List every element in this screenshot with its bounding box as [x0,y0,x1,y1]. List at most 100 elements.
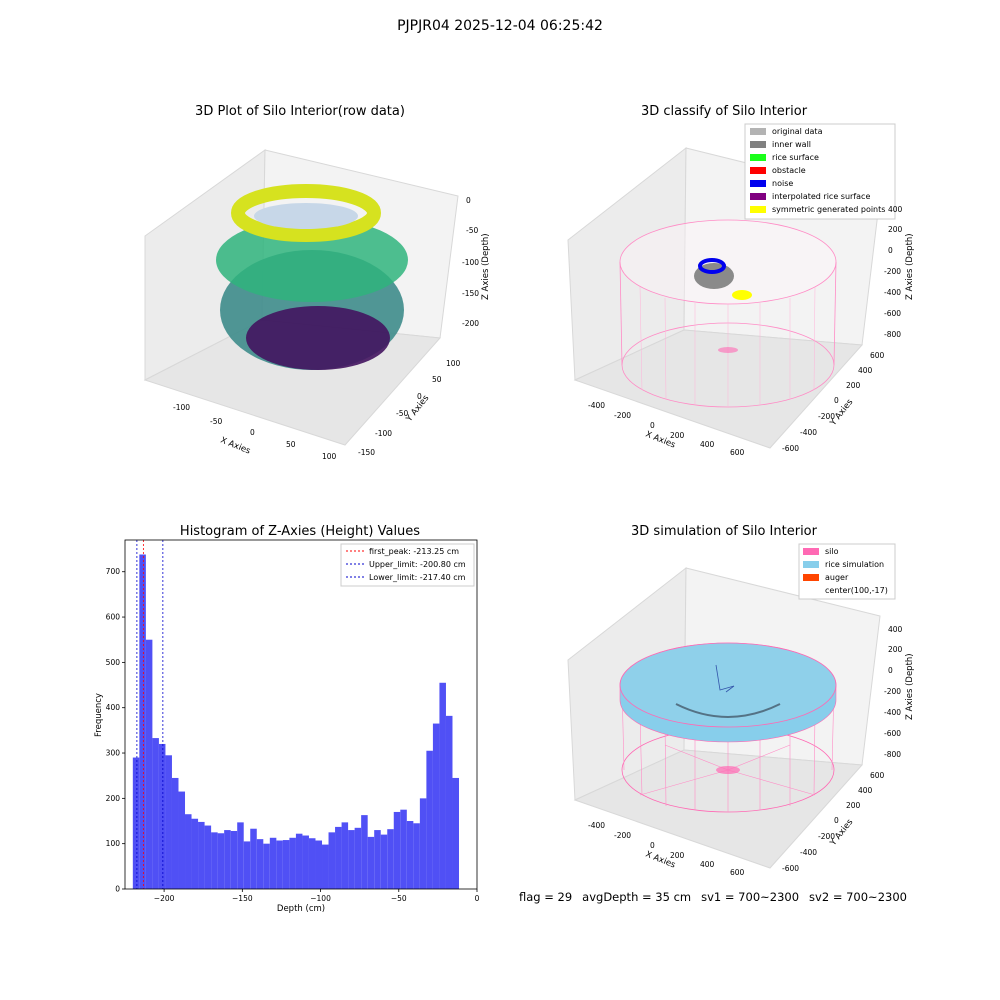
histogram-bar [145,639,153,889]
simulation-ztick: 400 [888,625,903,634]
legend-swatch [750,141,766,148]
simulation-ytick: -600 [782,864,799,873]
classify-silo-grid [639,286,816,407]
histogram-bar [198,821,205,889]
classify-zlabel: Z Axies (Depth) [905,233,915,300]
histogram-bar [322,844,329,889]
classify-ytick: 400 [858,366,873,375]
sv2-readout: sv2 = 700~2300 [809,890,907,904]
raw-ztick: -100 [462,258,479,267]
histogram-bar [256,839,264,889]
raw-ztick: 0 [466,196,471,205]
legend-swatch [803,574,819,581]
legend-label: silo [825,547,839,556]
legend-label: noise [772,179,793,188]
raw-xtick: -50 [210,417,222,426]
raw-xtick: -100 [173,403,190,412]
legend-label: rice simulation [825,560,884,569]
histogram-bar [354,827,362,889]
legend-label: center(100,-17) [825,586,888,595]
status-footer: flag = 29 avgDepth = 35 cm sv1 = 700~2300 s… [519,890,917,904]
classify-ztick: -200 [884,267,901,276]
histogram-bar [282,840,290,889]
histogram-bars [132,554,460,889]
raw-cloud-top-ring [231,184,381,242]
simulation-silo-center [716,766,740,774]
histogram-bar [217,833,225,889]
histogram-bar [432,723,440,889]
histogram-bar [361,815,368,889]
legend-swatch [750,128,766,135]
figure-title: PJPJR04 2025-12-04 06:25:42 [397,18,603,34]
histogram-bar [380,834,388,889]
raw-ytick: -100 [375,429,392,438]
legend-label: obstacle [772,166,806,175]
simulation-ztick: 200 [888,645,903,654]
histogram-bar [393,811,401,889]
raw-ztick: -200 [462,319,479,328]
simulation-xtick: 0 [650,841,655,850]
histogram-bar [348,830,355,889]
raw-cloud-mid [216,218,408,302]
raw-ytick: 100 [446,359,461,368]
legend-swatch [750,154,766,161]
classify-silo-edge [833,261,837,366]
histogram-bar [152,738,159,889]
classify-xtick: 600 [730,448,745,457]
raw-ytick: -50 [396,409,408,418]
classify-silo-edge [619,261,623,366]
avg-depth-readout: avgDepth = 35 cm [582,890,692,904]
classify-ztick: -400 [884,288,901,297]
histogram-bar [243,841,251,889]
classify-ytick: -600 [782,444,799,453]
classify-ytick: 0 [834,396,839,405]
histogram-bar [302,835,309,889]
classify-ytick: 200 [846,381,861,390]
histogram-bar [445,715,453,889]
legend-swatch [750,206,766,213]
histogram-bar [341,822,349,889]
y-tick-label: 500 [106,658,121,667]
legend-swatch [750,193,766,200]
legend-swatch [803,561,819,568]
histogram-bar [315,840,323,889]
histogram-bar [439,682,446,889]
simulation-ztick: -400 [884,708,901,717]
simulation-legend: silo rice simulation auger center(100,-1… [798,543,896,600]
classify-xtick: -400 [588,401,605,410]
raw-cloud-bottom [246,306,390,370]
raw-xtick: 100 [322,452,337,461]
histogram-bar [211,832,218,889]
histogram-bar [367,836,375,889]
histogram-legend: first_peak: -213.25 cm Upper_limit: -200… [340,543,475,587]
simulation-rice-top [619,642,837,728]
legend-label: inner wall [772,140,811,149]
classify-xtick: 0 [650,421,655,430]
histogram-bar [132,757,140,889]
legend-swatch [750,180,766,187]
histogram-bar [374,830,381,889]
histogram-bar [204,825,212,889]
histogram-bar [419,798,427,889]
histogram-bar [400,809,407,889]
histogram-bar [139,554,146,889]
classify-xtick: 200 [670,431,685,440]
simulation-xtick: 600 [730,868,745,877]
classify-noise [698,258,726,274]
classify-plot-title: 3D classify of Silo Interior [640,104,808,119]
legend-swatch [750,167,766,174]
classify-xtick: 400 [700,440,715,449]
simulation-zlabel: Z Axies (Depth) [905,653,915,720]
y-tick-label: 100 [106,839,121,848]
histogram-bar [295,833,303,889]
legend-label: rice surface [772,153,819,162]
simulation-ztick: -200 [884,687,901,696]
histogram-bar [308,838,316,889]
histogram-bar [178,791,186,889]
simulation-ytick: 600 [870,771,885,780]
simulation-auger [715,664,735,693]
raw-ztick: -50 [466,226,478,235]
simulation-ztick: 0 [888,666,893,675]
